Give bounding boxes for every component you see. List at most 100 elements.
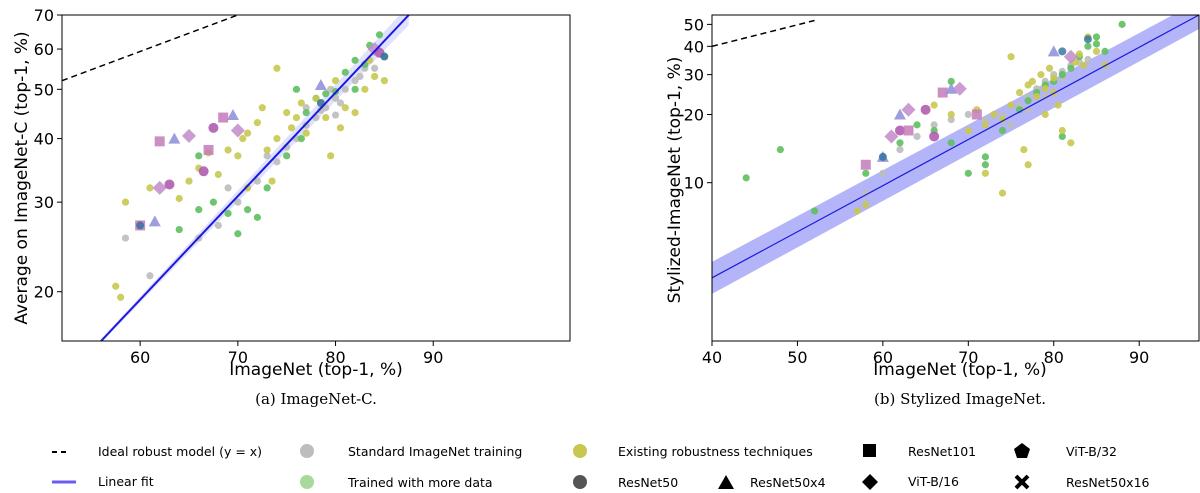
y-tick-label: 20 (34, 283, 54, 302)
data-point (253, 177, 261, 185)
data-point (380, 77, 388, 85)
data-point (283, 152, 291, 160)
data-point (356, 72, 364, 81)
data-point (1054, 101, 1062, 109)
data-point (981, 169, 990, 177)
plot-area-b (712, 15, 1199, 294)
legend-resnet50x16: ResNet50x16 (1066, 475, 1150, 490)
data-point (351, 85, 359, 93)
data-point (331, 94, 340, 102)
light-gray-circle-icon (300, 444, 314, 458)
data-point (879, 169, 887, 177)
data-point (224, 209, 232, 218)
data-point (964, 110, 972, 119)
x-tick-label: 60 (130, 348, 150, 367)
ideal-robust-line (712, 19, 815, 48)
y-axis-title-a: Average on ImageNet-C (top-1, %) (12, 31, 32, 324)
data-point (112, 282, 120, 290)
data-point-diamond (952, 81, 967, 96)
legend-vit-b16: ViT-B/16 (908, 474, 959, 489)
data-point (209, 198, 218, 206)
x-axis-title-b: ImageNet (top-1, %) (873, 360, 1047, 380)
data-point (947, 77, 955, 86)
data-point (175, 194, 183, 203)
data-point (1084, 55, 1092, 64)
y-tick-label: 50 (684, 15, 704, 34)
dark-circle-icon (573, 475, 587, 489)
y-tick-label: 50 (34, 80, 54, 99)
data-point-resnet50 (1058, 47, 1067, 56)
data-point-triangle (148, 215, 161, 227)
data-point (234, 230, 242, 238)
data-point (896, 139, 904, 147)
caption-a: (a) ImageNet-C. (255, 390, 377, 408)
data-point (1118, 20, 1126, 28)
data-point (964, 169, 972, 177)
x-axis-title-a: ImageNet (top-1, %) (229, 360, 403, 380)
data-point (185, 177, 193, 185)
data-point (297, 99, 305, 107)
data-point (998, 126, 1007, 135)
axes-frame-b (711, 14, 1200, 342)
data-point (1024, 161, 1032, 169)
x-tick-label: 60 (873, 348, 893, 367)
data-point (146, 272, 154, 280)
data-point (862, 189, 870, 197)
data-point (964, 126, 972, 135)
data-point (1024, 97, 1032, 105)
data-point (1067, 64, 1075, 72)
square-icon (863, 444, 876, 457)
x-tick-label: 70 (958, 348, 978, 367)
data-point (1058, 71, 1066, 79)
data-point (375, 31, 384, 39)
y-tick-label: 40 (34, 130, 54, 149)
data-point (361, 85, 369, 93)
data-point (336, 124, 345, 132)
data-point (981, 121, 990, 129)
y-tick-label: 70 (34, 6, 54, 25)
y-tick-label: 30 (684, 66, 704, 85)
data-point (1075, 50, 1083, 58)
ticks-b: 40 50 60 70 80 90 10 20 30 40 50 (684, 15, 1150, 367)
legend-ideal-robust: Ideal robust model (y = x) (98, 444, 262, 459)
data-point (121, 198, 130, 206)
triangle-icon (718, 475, 734, 489)
data-point (1007, 101, 1015, 109)
plot-area-a (62, 15, 410, 341)
legend-resnet101: ResNet101 (908, 444, 976, 459)
data-point (862, 201, 870, 209)
data-point (371, 64, 379, 72)
data-point (273, 64, 281, 72)
x-tick-label: 40 (702, 348, 722, 367)
data-point (297, 135, 305, 143)
linear-fit-line (100, 15, 410, 341)
data-point (214, 170, 222, 179)
data-point (1092, 40, 1101, 48)
data-point (947, 115, 955, 124)
data-point (981, 115, 990, 124)
data-point-square (203, 144, 214, 155)
data-point (121, 234, 130, 242)
data-point (990, 110, 998, 119)
y-tick-label: 60 (34, 40, 54, 59)
data-point (175, 225, 183, 234)
data-point (776, 145, 784, 154)
data-point (1033, 92, 1041, 101)
legend: Ideal robust model (y = x) Standard Imag… (52, 443, 1150, 490)
data-point-diamond (182, 128, 196, 143)
data-point (195, 206, 203, 214)
data-point-triangle (1047, 45, 1060, 57)
data-point-circle (208, 122, 219, 133)
data-point (1092, 33, 1101, 41)
data-point (998, 115, 1007, 124)
x-tick-label: 90 (423, 348, 443, 367)
data-point (322, 113, 330, 122)
data-point (1015, 88, 1024, 97)
data-point-diamond (230, 123, 245, 138)
data-point-diamond (901, 102, 916, 117)
data-point (253, 119, 261, 127)
data-point (263, 152, 271, 160)
data-point (273, 135, 281, 143)
data-point (244, 184, 252, 192)
